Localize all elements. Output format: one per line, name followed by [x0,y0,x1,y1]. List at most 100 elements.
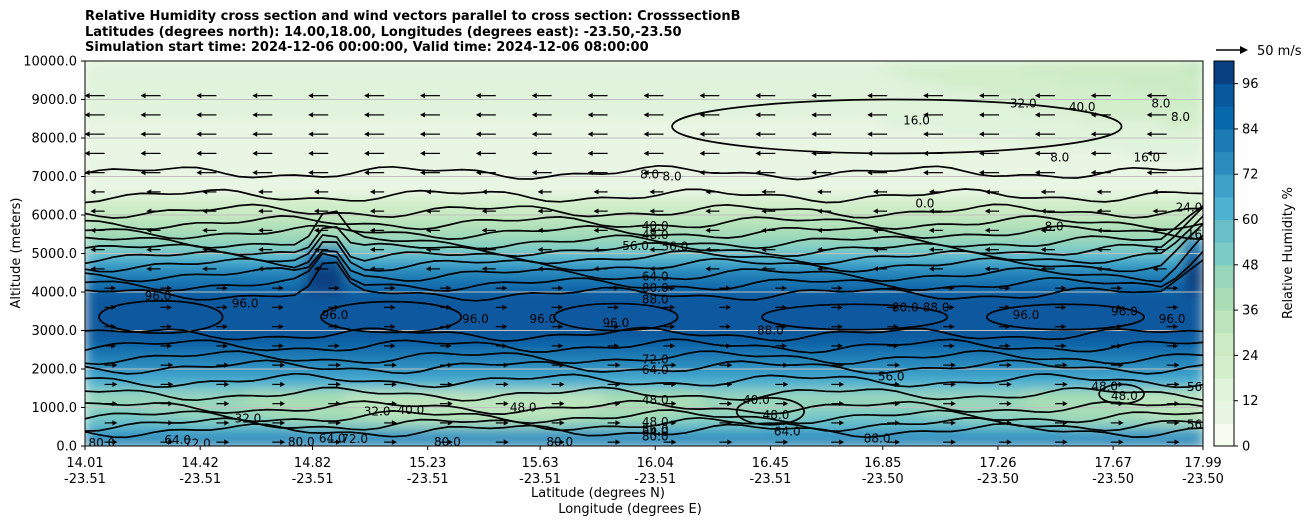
humidity-cell [823,157,845,168]
humidity-cell [304,195,326,207]
humidity-cell [1003,243,1025,255]
humidity-cell [344,311,366,322]
wind-vector-head [85,93,90,99]
contour-label: 56.0 [622,239,649,253]
humidity-cell [683,157,705,168]
contour-label: 96.0 [530,312,557,326]
wind-vector-head [923,131,929,137]
y-axis-label: Altitude (meters) [9,198,24,309]
humidity-cell [1123,89,1145,101]
humidity-cell [943,282,965,293]
humidity-cell [683,138,705,149]
humidity-cell [424,340,446,351]
humidity-cell [384,349,406,361]
humidity-cell [164,436,186,446]
humidity-cell [344,138,366,149]
humidity-cell [184,224,206,236]
contour-label: 96.0 [145,289,172,303]
humidity-cell [1043,195,1065,207]
humidity-cell [743,292,765,303]
humidity-cell [863,195,885,207]
wind-vector-head [950,420,956,426]
humidity-cell [1003,61,1025,72]
humidity-cell [524,349,546,361]
humidity-cell [344,349,366,361]
wind-vector-head [1146,150,1152,156]
humidity-cell [164,70,186,82]
humidity-cell [484,349,506,361]
humidity-cell [1083,99,1105,111]
wind-vector-head [503,420,509,426]
contour-label: 16.0 [1187,227,1214,241]
x-tick-lon: -23.50 [1092,472,1134,487]
contour-line [85,188,1203,204]
humidity-cell [923,99,945,111]
humidity-cell [743,272,765,284]
humidity-cell [104,215,126,226]
humidity-cell [1123,397,1145,409]
humidity-cell [564,99,586,111]
humidity-cell [923,138,945,149]
humidity-cell [324,369,346,380]
humidity-cell [703,176,725,188]
wind-vector-head [1061,285,1067,291]
x-tick-lat: 17.99 [1184,456,1221,471]
humidity-cell [783,311,805,322]
humidity-cell [1063,166,1085,178]
humidity-cell [224,128,246,139]
humidity-cell [444,388,466,399]
humidity-cell [424,176,446,188]
humidity-cell [464,166,486,178]
humidity-cell [644,407,665,419]
wind-vector-head [873,247,879,253]
humidity-cell [983,407,1005,419]
humidity-cell [963,215,985,226]
humidity-cell [144,407,166,419]
humidity-cell [444,330,466,342]
humidity-cell [464,99,486,111]
humidity-cell [104,349,126,361]
humidity-cell [144,80,166,91]
humidity-cell [763,340,785,351]
humidity-cell [224,118,246,130]
humidity-cell [823,70,845,82]
humidity-cell [1083,340,1105,351]
humidity-cell [663,99,685,111]
humidity-cell [843,263,865,274]
wind-vector-head [90,227,96,233]
humidity-cell [264,426,286,438]
humidity-cell [1143,138,1165,149]
humidity-cell [384,61,406,72]
humidity-cell [564,378,586,390]
humidity-cell [244,301,266,313]
humidity-cell [564,292,586,303]
humidity-cell [524,292,546,303]
contour-label: 80.0 [642,429,669,443]
wind-vector-head [1173,343,1179,349]
humidity-cell [644,215,665,226]
humidity-cell [324,224,346,236]
humidity-cell [564,186,586,197]
humidity-cell [404,263,426,274]
humidity-cell [963,138,985,149]
humidity-cell [564,157,586,168]
humidity-cell [683,436,705,446]
humidity-cell [1143,157,1165,168]
x-tick-lat: 16.04 [637,456,674,471]
humidity-cell [364,282,386,293]
humidity-cell [983,436,1005,446]
contour-label: 48.0 [763,408,790,422]
humidity-cell [284,157,306,168]
y-tick-label: 5000.0 [32,247,78,262]
humidity-cell [883,263,905,274]
humidity-cell [304,378,326,390]
humidity-cell [464,186,486,197]
humidity-cell [484,282,506,293]
wind-vector-head [222,343,228,349]
humidity-cell [644,70,665,82]
humidity-cell [484,157,506,168]
humidity-cell [344,407,366,419]
humidity-cell [264,205,286,216]
humidity-cell [104,109,126,120]
humidity-cell [743,243,765,255]
